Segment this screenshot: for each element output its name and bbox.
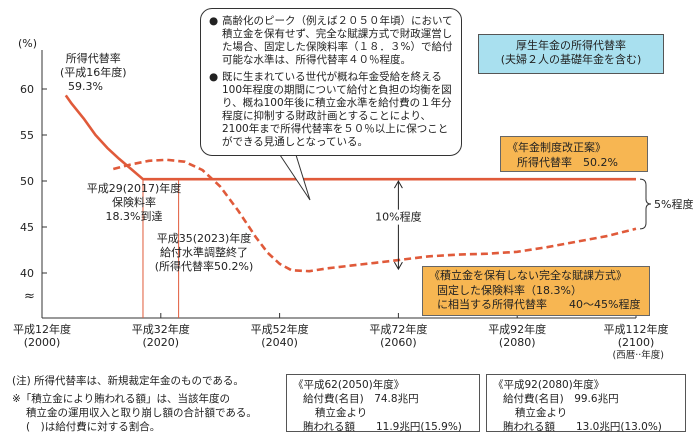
- box-2050: 《平成62(2050)年度》 給付費(名目) 74.8兆円 積立金より 賄われる…: [286, 374, 480, 433]
- paygo-title: 《積立金を保有しない完全な賦課方式》: [429, 269, 627, 282]
- footnote-2: ※「積立金により賄われる額」は、当該年度の: [12, 393, 231, 405]
- start-value-annotation: 所得代替率 (平成16年度) 59.3%: [60, 52, 127, 94]
- start-value-line-2: (平成16年度): [60, 66, 127, 79]
- callout-item-1: ● 高齢化のピーク（例えば２０５０年頃）において積立金を保有せず、完全な賦課方式…: [209, 15, 453, 67]
- y-tick-label: 40: [20, 267, 34, 280]
- x-tick-sublabel: (2020): [143, 336, 180, 349]
- h35-line-3: (所得代替率50.2%): [154, 260, 254, 273]
- right-gap-label: 5%程度: [654, 197, 693, 211]
- callout-item-1-text: 高齢化のピーク（例えば２０５０年頃）において積立金を保有せず、完全な賦課方式で財…: [222, 15, 453, 66]
- h29-line-1: 平成29(2017)年度: [86, 182, 182, 195]
- title-line-2: (夫婦２人の基礎年金を含む): [500, 53, 642, 66]
- box-2080-row-2: 積立金より: [515, 407, 568, 419]
- x-tick-label: 平成52年度: [251, 322, 309, 336]
- y-tick-label: 60: [20, 83, 34, 96]
- footnote-3: 積立金の運用収入と取り崩し額の合計額である。: [26, 407, 257, 419]
- paygo-rate: 固定した保険料率（18.3%）: [437, 283, 582, 297]
- y-tick-label: 55: [20, 129, 34, 142]
- h29-annotation: 平成29(2017)年度 保険料率 18.3%到達: [72, 182, 196, 224]
- start-value-line-1: 所得代替率: [65, 52, 121, 65]
- y-axis-unit: (%): [18, 37, 37, 50]
- reform-plan-value: 所得代替率 50.2%: [517, 156, 618, 169]
- callout-item-2: ● 既に生まれている世代が概ね年金受給を終える100年程度の期間について給付と負…: [209, 71, 453, 149]
- x-tick-label: 平成92年度: [488, 322, 546, 336]
- x-tick-label: 平成72年度: [369, 322, 427, 336]
- h35-annotation: 平成35(2023)年度 給付水準調整終了 (所得代替率50.2%): [148, 232, 260, 274]
- footnote-1: (注) 所得代替率は、新規裁定年金のものである。: [12, 375, 244, 387]
- x-tick-sublabel: (2000): [24, 336, 61, 349]
- h35-line-2: 給付水準調整終了: [160, 246, 248, 259]
- start-value-line-3: 59.3%: [68, 80, 103, 93]
- h29-line-3: 18.3%到達: [105, 210, 163, 223]
- box-2050-row-3: 賄われる額 11.9兆円(15.9%): [303, 421, 462, 433]
- footnotes: (注) 所得代替率は、新規裁定年金のものである。 ※「積立金により賄われる額」は…: [12, 374, 257, 434]
- replacement-rate-title-box: 厚生年金の所得代替率 (夫婦２人の基礎年金を含む): [478, 34, 664, 74]
- footnote-4: ( )は給付費に対する割合。: [26, 421, 161, 433]
- box-2050-row-2: 積立金より: [315, 407, 368, 419]
- x-axis-unit-note: (西暦··年度): [613, 349, 664, 361]
- box-2080-row-1: 給付費(名目) 99.6兆円: [503, 393, 619, 405]
- box-2080-row-3: 賄われる額 13.0兆円(13.0%): [503, 421, 662, 433]
- paygo-series-line: [112, 158, 637, 273]
- reform-plan-label-box: 《年金制度改正案》 所得代替率 50.2%: [500, 136, 648, 172]
- x-tick-label: 平成32年度: [132, 322, 190, 336]
- explanation-callout: ● 高齢化のピーク（例えば２０５０年頃）において積立金を保有せず、完全な賦課方式…: [200, 8, 462, 156]
- gap-label-background: [366, 209, 431, 225]
- box-2080-title: 《平成92(2080)年度》: [493, 379, 605, 391]
- right-gap-brace: [639, 178, 652, 230]
- x-tick-sublabel: (2080): [499, 336, 536, 349]
- y-tick-label: 45: [20, 221, 34, 234]
- gap-arrow-down-head: [393, 261, 403, 271]
- x-tick-label: 平成112年度: [604, 322, 669, 336]
- bullet-icon: ●: [209, 15, 219, 27]
- h35-line-1: 平成35(2023)年度: [156, 232, 252, 245]
- x-tick-sublabel: (2060): [380, 336, 417, 349]
- callout-item-2-text: 既に生まれている世代が概ね年金受給を終える100年程度の期間について給付と負担の…: [222, 71, 452, 148]
- gap-arrow-up-head: [393, 180, 403, 189]
- h29-line-2: 保険料率: [112, 196, 156, 209]
- axis-break-symbol: ≈: [24, 289, 35, 304]
- gap-label: 10%程度: [375, 210, 421, 224]
- reform-plan-title: 《年金制度改正案》: [507, 141, 606, 154]
- title-line-1: 厚生年金の所得代替率: [516, 39, 626, 52]
- x-tick-sublabel: (2100): [618, 336, 655, 349]
- box-2050-title: 《平成62(2050)年度》: [293, 379, 405, 391]
- box-2080: 《平成92(2080)年度》 給付費(名目) 99.6兆円 積立金より 賄われる…: [486, 374, 686, 433]
- paygo-label-box: 《積立金を保有しない完全な賦課方式》 固定した保険料率（18.3%） に相当する…: [422, 266, 650, 316]
- x-tick-sublabel: (2040): [261, 336, 298, 349]
- bullet-icon: ●: [209, 71, 219, 83]
- y-tick-label: 50: [20, 175, 34, 188]
- callout-tail: [279, 154, 311, 201]
- paygo-value: に相当する所得代替率 40～45%程度: [437, 298, 641, 311]
- reform-series-line: [64, 94, 636, 181]
- box-2050-row-1: 給付費(名目) 74.8兆円: [303, 393, 419, 405]
- x-tick-label: 平成12年度: [13, 322, 71, 336]
